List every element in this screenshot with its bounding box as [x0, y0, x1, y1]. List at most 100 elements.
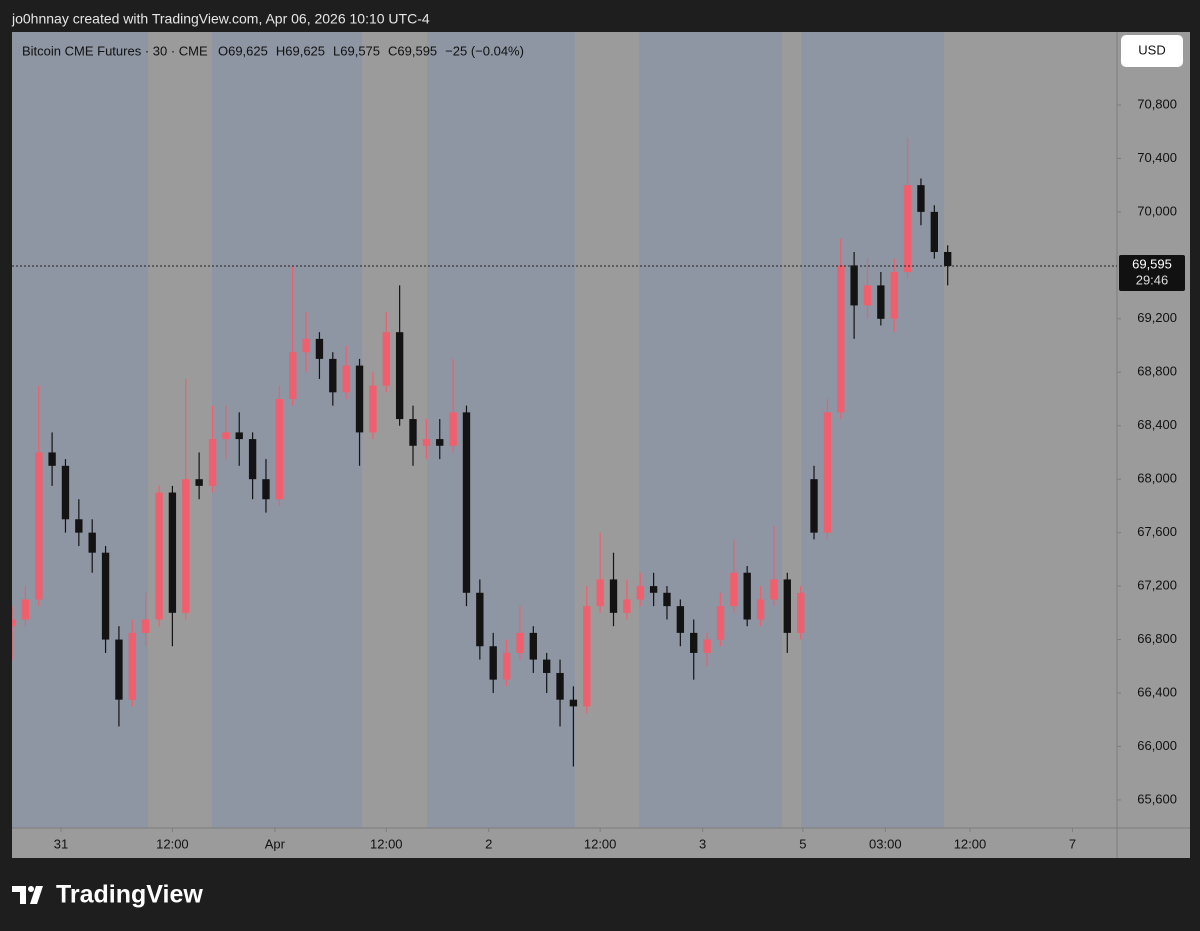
x-tick-label: 3 [699, 836, 706, 851]
legend: O69,625 H69,625 L69,575 C69,595 −25 (−0.04%) [218, 43, 524, 58]
candle-body [422, 439, 431, 446]
candle-body [850, 265, 858, 306]
session-band [12, 32, 148, 828]
ohlc-value: C69,595 [388, 43, 437, 58]
candle-body [823, 412, 832, 533]
candle-body [676, 606, 685, 633]
candle-body [756, 599, 765, 620]
candle-body [770, 579, 778, 600]
candle-body [409, 419, 417, 446]
candle-body [690, 632, 698, 653]
y-tick-label: 65,600 [1137, 791, 1177, 806]
candle-body [302, 338, 310, 353]
candle-body [890, 272, 898, 319]
x-tick-label: 12:00 [156, 836, 189, 851]
currency-button[interactable] [1121, 35, 1183, 67]
session-band [427, 32, 575, 828]
candle-body [88, 532, 96, 553]
candle-body [222, 432, 230, 440]
candle-body [863, 285, 872, 306]
ohlc-value: O69,625 [218, 43, 268, 58]
candle-body [115, 639, 123, 700]
session-band [639, 32, 782, 828]
plot [12, 138, 952, 767]
candle-body [168, 492, 177, 613]
candle-body [395, 332, 404, 420]
logo-dot [28, 886, 34, 892]
candle-body [155, 492, 163, 620]
candle-body [489, 646, 497, 680]
candle-body [556, 672, 564, 700]
candle-body [141, 619, 150, 633]
candle-body [462, 412, 471, 593]
candle-body [449, 412, 457, 446]
candle-body [649, 586, 658, 593]
chart-title: Bitcoin CME Futures · 30 · CME [22, 43, 208, 58]
candle-body [101, 552, 110, 640]
candle-body [783, 579, 791, 633]
ohlc-value: L69,575 [333, 43, 380, 58]
y-tick-label: 67,200 [1137, 578, 1177, 593]
session-band [801, 32, 944, 828]
x-tick-label: Apr [265, 836, 286, 851]
candle-body [569, 699, 578, 707]
y-tick-label: 67,600 [1137, 524, 1177, 539]
candle-body [502, 652, 511, 680]
candle-body [275, 398, 284, 500]
y-tick-label: 66,800 [1137, 631, 1177, 646]
candle-body [355, 365, 364, 433]
x-tick-label: 2 [485, 836, 492, 851]
candle-body [208, 439, 217, 486]
candle-body [877, 285, 885, 319]
candle-body [289, 352, 297, 399]
candle-body [743, 572, 751, 620]
session-bands [12, 32, 944, 828]
x-tick-label: 03:00 [869, 836, 902, 851]
candle-body [182, 479, 190, 613]
x-tick-label: 12:00 [954, 836, 987, 851]
x-tick-label: 7 [1069, 836, 1076, 851]
candle-body [12, 619, 16, 627]
candle-body [342, 365, 350, 393]
x-tick-label: 12:00 [584, 836, 617, 851]
currency-label: USD [1138, 42, 1165, 57]
y-tick-label: 68,400 [1137, 417, 1177, 432]
y-tick-label: 70,400 [1137, 150, 1177, 165]
y-tick-label: 68,000 [1137, 471, 1177, 486]
candle-body [663, 592, 671, 607]
candle-body [21, 599, 30, 620]
candle-body [796, 592, 805, 633]
candle-body [529, 632, 537, 660]
candle-body [48, 452, 56, 466]
candle-body [837, 265, 845, 413]
countdown: 29:46 [1136, 272, 1169, 287]
candle-body [516, 632, 524, 653]
y-tick-label: 68,800 [1137, 364, 1177, 379]
last-price-label: 69,595 [1132, 256, 1172, 271]
candle-body [609, 579, 618, 613]
y-tick-label: 69,200 [1137, 310, 1177, 325]
y-tick-label: 70,000 [1137, 203, 1177, 218]
attribution: jo0hnnay created with TradingView.com, A… [11, 11, 430, 27]
y-tick-label: 66,000 [1137, 738, 1177, 753]
candle-body [75, 519, 83, 533]
candle-body [703, 639, 711, 653]
candle-body [810, 479, 818, 533]
candle-body [35, 452, 43, 600]
candle-body [623, 599, 631, 613]
candle-body [543, 659, 551, 673]
last-price-box [1119, 255, 1185, 292]
candle-body [930, 211, 938, 252]
y-tick-label: 70,800 [1137, 96, 1177, 111]
candle-body [315, 338, 324, 359]
ohlc-value: H69,625 [276, 43, 325, 58]
candle-body [61, 465, 70, 520]
change: −25 (−0.04%) [445, 43, 524, 58]
candle-body [917, 185, 925, 212]
candle-body [730, 572, 738, 607]
y-tick-label: 66,400 [1137, 684, 1177, 699]
candle-body [128, 632, 136, 700]
candle-body [476, 592, 484, 647]
